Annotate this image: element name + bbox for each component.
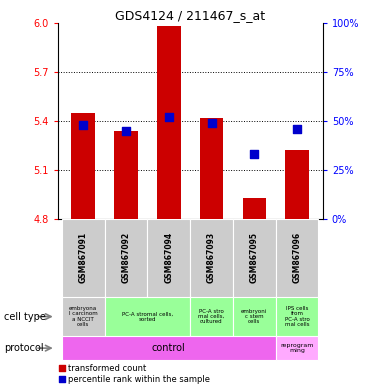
Bar bbox=[114, 131, 138, 219]
Text: reprogram
ming: reprogram ming bbox=[280, 343, 314, 353]
Bar bbox=[233, 219, 276, 297]
Bar bbox=[71, 113, 95, 219]
Text: embryoni
c stem
cells: embryoni c stem cells bbox=[241, 309, 267, 324]
Text: PC-A stro
mal cells,
cultured: PC-A stro mal cells, cultured bbox=[198, 309, 225, 324]
Title: GDS4124 / 211467_s_at: GDS4124 / 211467_s_at bbox=[115, 9, 265, 22]
Text: PC-A stromal cells,
sorted: PC-A stromal cells, sorted bbox=[122, 311, 173, 322]
Bar bbox=[190, 297, 233, 336]
Bar bbox=[233, 297, 276, 336]
Point bbox=[59, 376, 65, 382]
Bar bbox=[105, 219, 147, 297]
Bar bbox=[285, 150, 309, 219]
Text: cell type: cell type bbox=[4, 311, 46, 321]
Text: GSM867096: GSM867096 bbox=[293, 232, 302, 283]
Text: control: control bbox=[152, 343, 186, 353]
Bar bbox=[200, 118, 223, 219]
Text: GSM867091: GSM867091 bbox=[79, 232, 88, 283]
Text: transformed count: transformed count bbox=[68, 364, 147, 373]
Text: GSM867094: GSM867094 bbox=[164, 232, 173, 283]
Point bbox=[123, 127, 129, 134]
Bar bbox=[105, 297, 190, 336]
Bar bbox=[243, 197, 266, 219]
Bar bbox=[62, 336, 276, 360]
Text: GSM867095: GSM867095 bbox=[250, 232, 259, 283]
Text: GSM867093: GSM867093 bbox=[207, 232, 216, 283]
Text: embryona
l carcinom
a NCCIT
cells: embryona l carcinom a NCCIT cells bbox=[69, 306, 98, 327]
Point bbox=[251, 151, 257, 157]
Bar bbox=[276, 336, 318, 360]
Text: GSM867092: GSM867092 bbox=[121, 232, 131, 283]
Point bbox=[294, 126, 300, 132]
Bar bbox=[62, 219, 105, 297]
Point bbox=[80, 122, 86, 128]
Point bbox=[166, 114, 172, 120]
Bar bbox=[62, 297, 105, 336]
Bar bbox=[147, 219, 190, 297]
Text: protocol: protocol bbox=[4, 343, 43, 353]
Bar bbox=[190, 219, 233, 297]
Text: IPS cells
from
PC-A stro
mal cells: IPS cells from PC-A stro mal cells bbox=[285, 306, 309, 327]
Point bbox=[59, 366, 65, 372]
Bar bbox=[276, 219, 318, 297]
Point bbox=[209, 120, 214, 126]
Bar bbox=[157, 26, 181, 219]
Text: percentile rank within the sample: percentile rank within the sample bbox=[68, 375, 210, 384]
Bar bbox=[276, 297, 318, 336]
